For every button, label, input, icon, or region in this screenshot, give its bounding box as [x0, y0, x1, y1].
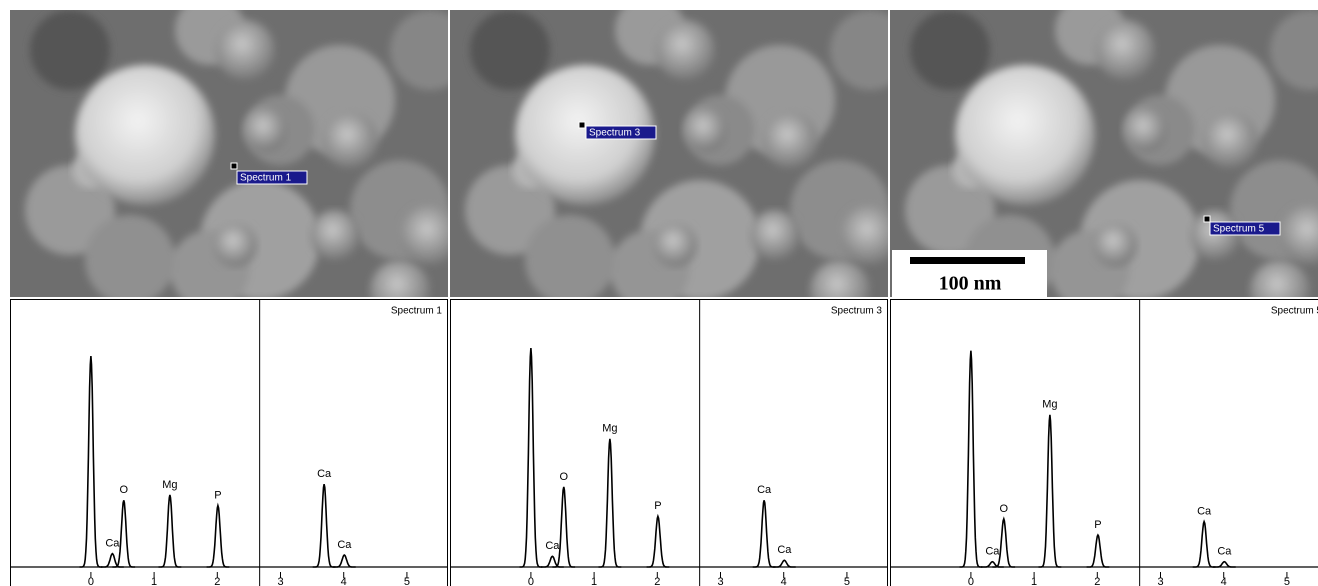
spectrum-frame — [890, 299, 1318, 586]
x-tick-label: 4 — [781, 576, 787, 586]
sem-image — [450, 0, 910, 320]
x-tick-label: 3 — [277, 576, 283, 586]
marker: Spectrum 3 — [578, 121, 657, 140]
peak-label: Mg — [602, 423, 617, 435]
peak-label: O — [559, 471, 568, 483]
peak — [206, 502, 230, 568]
peak-label: Ca — [1197, 506, 1212, 518]
x-tick-label: 2 — [214, 576, 220, 586]
marker: Spectrum 1 — [230, 162, 308, 185]
x-tick-label: 2 — [1094, 576, 1100, 586]
peak-label: Mg — [162, 479, 177, 491]
peak — [79, 356, 103, 568]
peak-label: P — [654, 500, 661, 512]
peak — [1086, 533, 1110, 568]
marker-label: Spectrum 1 — [240, 173, 292, 184]
peak-label: Ca — [985, 546, 1000, 558]
scale-bar-label: 100 nm — [939, 273, 1002, 295]
spectrum-frame — [10, 299, 448, 586]
peak — [112, 500, 136, 568]
peak — [992, 516, 1016, 568]
peak-label: Ca — [545, 540, 560, 552]
peak-label: Ca — [1217, 546, 1232, 558]
peak-label: Ca — [317, 468, 332, 480]
peak — [773, 559, 796, 568]
x-tick-label: 3 — [717, 576, 723, 586]
x-tick-label: 3 — [1157, 576, 1163, 586]
marker-label: Spectrum 3 — [589, 128, 641, 139]
spectrum: Spectrum 5 0 1 2 3 4 5 Ca O Mg P Ca Ca — [890, 299, 1318, 586]
spectrum: Spectrum 3 0 1 2 3 4 5 Ca O Mg P Ca Ca — [450, 299, 888, 586]
peak-label: Mg — [1042, 399, 1057, 411]
x-tick-label: 1 — [151, 576, 157, 586]
peak — [333, 553, 356, 568]
spectrum-title: Spectrum 1 — [391, 306, 443, 317]
peak-label: P — [214, 489, 221, 501]
peak-label: Ca — [777, 544, 792, 556]
x-tick-label: 5 — [844, 576, 850, 586]
peak — [1192, 519, 1216, 568]
peak — [101, 552, 124, 568]
x-tick-label: 0 — [968, 576, 974, 586]
scale-bar: 100 nm — [892, 250, 1047, 297]
peak — [752, 500, 776, 568]
peak — [646, 513, 670, 568]
x-tick-label: 5 — [404, 576, 410, 586]
peak-label: P — [1094, 519, 1101, 531]
peak-label: Ca — [105, 538, 120, 550]
x-tick-label: 2 — [654, 576, 660, 586]
peak — [1038, 414, 1062, 568]
x-tick-label: 1 — [1031, 576, 1037, 586]
peak — [158, 494, 182, 568]
peak — [552, 486, 576, 568]
peak-label: Ca — [337, 539, 352, 551]
x-tick-label: 0 — [88, 576, 94, 586]
peak — [541, 555, 564, 568]
spectrum-title: Spectrum 3 — [831, 306, 883, 317]
sem-image — [10, 0, 470, 320]
peak — [981, 560, 1004, 568]
spectrum: Spectrum 1 0 1 2 3 4 5 Ca O Mg P Ca Ca — [10, 299, 448, 586]
peak — [1213, 560, 1236, 568]
spectrum-title: Spectrum 5 — [1271, 306, 1318, 317]
marker-label: Spectrum 5 — [1213, 224, 1265, 235]
spectrum-frame — [450, 299, 888, 586]
x-tick-label: 1 — [591, 576, 597, 586]
peak-label: Ca — [757, 484, 772, 496]
peak — [598, 438, 622, 568]
peak — [312, 484, 336, 568]
peak — [959, 350, 983, 568]
x-tick-label: 4 — [1221, 576, 1227, 586]
marker: Spectrum 5 — [1203, 215, 1281, 236]
x-tick-label: 4 — [341, 576, 347, 586]
x-tick-label: 0 — [528, 576, 534, 586]
peak-label: O — [119, 484, 128, 496]
peak — [519, 348, 543, 568]
peak-label: O — [999, 503, 1008, 515]
x-tick-label: 5 — [1284, 576, 1290, 586]
